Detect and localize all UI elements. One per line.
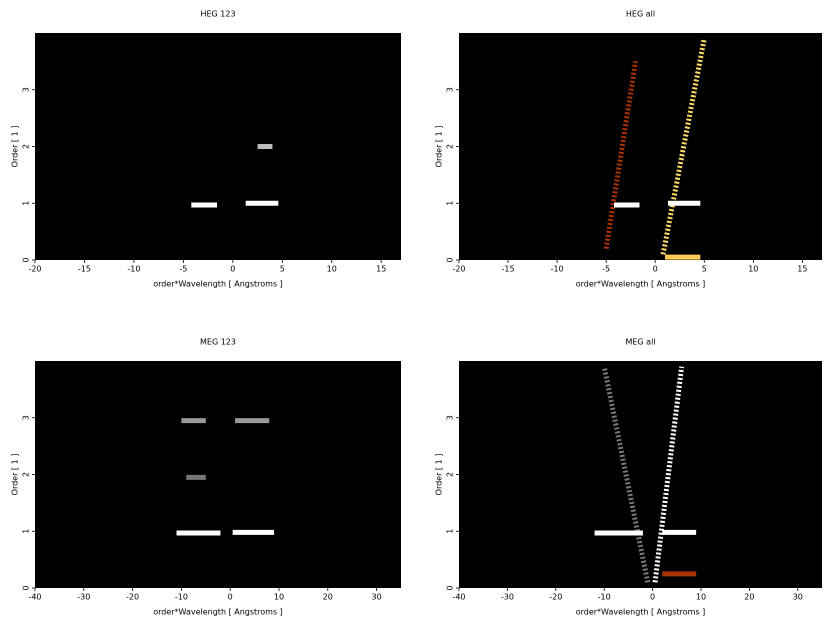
x-tick-label: -10 bbox=[551, 265, 564, 274]
x-tick-label: 0 bbox=[228, 593, 233, 602]
x-tick-label: -10 bbox=[598, 593, 611, 602]
y-tick-label: 2 bbox=[22, 144, 31, 149]
x-axis-label: order*Wavelength [ Angstroms ] bbox=[576, 608, 706, 617]
x-tick-label: 0 bbox=[650, 593, 655, 602]
x-tick-label: 0 bbox=[653, 265, 658, 274]
y-tick-label: 0 bbox=[22, 585, 31, 590]
x-tick-label: 10 bbox=[748, 265, 758, 274]
x-tick-label: -15 bbox=[502, 265, 515, 274]
x-tick-label: -15 bbox=[78, 265, 91, 274]
x-tick-label: -30 bbox=[77, 593, 90, 602]
intensity-streak bbox=[660, 38, 707, 255]
panel-title: HEG 123 bbox=[200, 10, 235, 19]
x-tick-label: 20 bbox=[744, 593, 754, 602]
x-tick-label: -5 bbox=[179, 265, 187, 274]
x-tick-label: -10 bbox=[175, 593, 188, 602]
x-tick-label: 15 bbox=[797, 265, 807, 274]
x-tick-label: 30 bbox=[793, 593, 803, 602]
plot-area bbox=[459, 33, 822, 260]
y-tick-label: 0 bbox=[446, 585, 455, 590]
x-axis-label: order*Wavelength [ Angstroms ] bbox=[153, 280, 283, 289]
x-tick-label: 10 bbox=[274, 593, 284, 602]
plot-area bbox=[35, 33, 401, 260]
panel-title: MEG all bbox=[625, 338, 655, 347]
x-tick-label: -5 bbox=[602, 265, 610, 274]
intensity-streak bbox=[601, 366, 651, 583]
intensity-streak bbox=[652, 366, 685, 583]
x-tick-label: -20 bbox=[126, 593, 139, 602]
plot-area bbox=[35, 361, 401, 588]
x-tick-label: -20 bbox=[452, 265, 465, 274]
y-tick-label: 0 bbox=[446, 257, 455, 262]
y-tick-label: 3 bbox=[22, 87, 31, 92]
x-tick-label: 0 bbox=[230, 265, 235, 274]
y-axis-label: Order [ 1 ] bbox=[11, 126, 20, 168]
y-tick-label: 2 bbox=[446, 144, 455, 149]
y-axis-label: Order [ 1 ] bbox=[435, 454, 444, 496]
x-tick-label: 30 bbox=[372, 593, 382, 602]
x-axis-label: order*Wavelength [ Angstroms ] bbox=[576, 280, 706, 289]
x-tick-label: -20 bbox=[28, 265, 41, 274]
y-axis-label: Order [ 1 ] bbox=[11, 454, 20, 496]
x-tick-label: 10 bbox=[696, 593, 706, 602]
y-tick-label: 1 bbox=[446, 201, 455, 206]
y-axis-label: Order [ 1 ] bbox=[435, 126, 444, 168]
y-tick-label: 3 bbox=[22, 415, 31, 420]
x-tick-label: -10 bbox=[127, 265, 140, 274]
x-tick-label: -40 bbox=[28, 593, 41, 602]
x-tick-label: 5 bbox=[702, 265, 707, 274]
x-tick-label: 5 bbox=[280, 265, 285, 274]
x-tick-label: -30 bbox=[501, 593, 514, 602]
y-tick-label: 3 bbox=[446, 415, 455, 420]
y-tick-label: 3 bbox=[446, 87, 455, 92]
y-tick-label: 1 bbox=[22, 529, 31, 534]
intensity-streak bbox=[603, 60, 639, 250]
y-tick-label: 2 bbox=[22, 472, 31, 477]
x-axis-label: order*Wavelength [ Angstroms ] bbox=[153, 608, 283, 617]
x-tick-label: 15 bbox=[376, 265, 386, 274]
y-tick-label: 0 bbox=[22, 257, 31, 262]
panel-title: HEG all bbox=[626, 10, 655, 19]
y-tick-label: 1 bbox=[446, 529, 455, 534]
x-tick-label: -20 bbox=[549, 593, 562, 602]
y-tick-label: 1 bbox=[22, 201, 31, 206]
x-tick-label: -40 bbox=[452, 593, 465, 602]
x-tick-label: 20 bbox=[323, 593, 333, 602]
y-tick-label: 2 bbox=[446, 472, 455, 477]
panel-title: MEG 123 bbox=[200, 338, 236, 347]
x-tick-label: 10 bbox=[327, 265, 337, 274]
